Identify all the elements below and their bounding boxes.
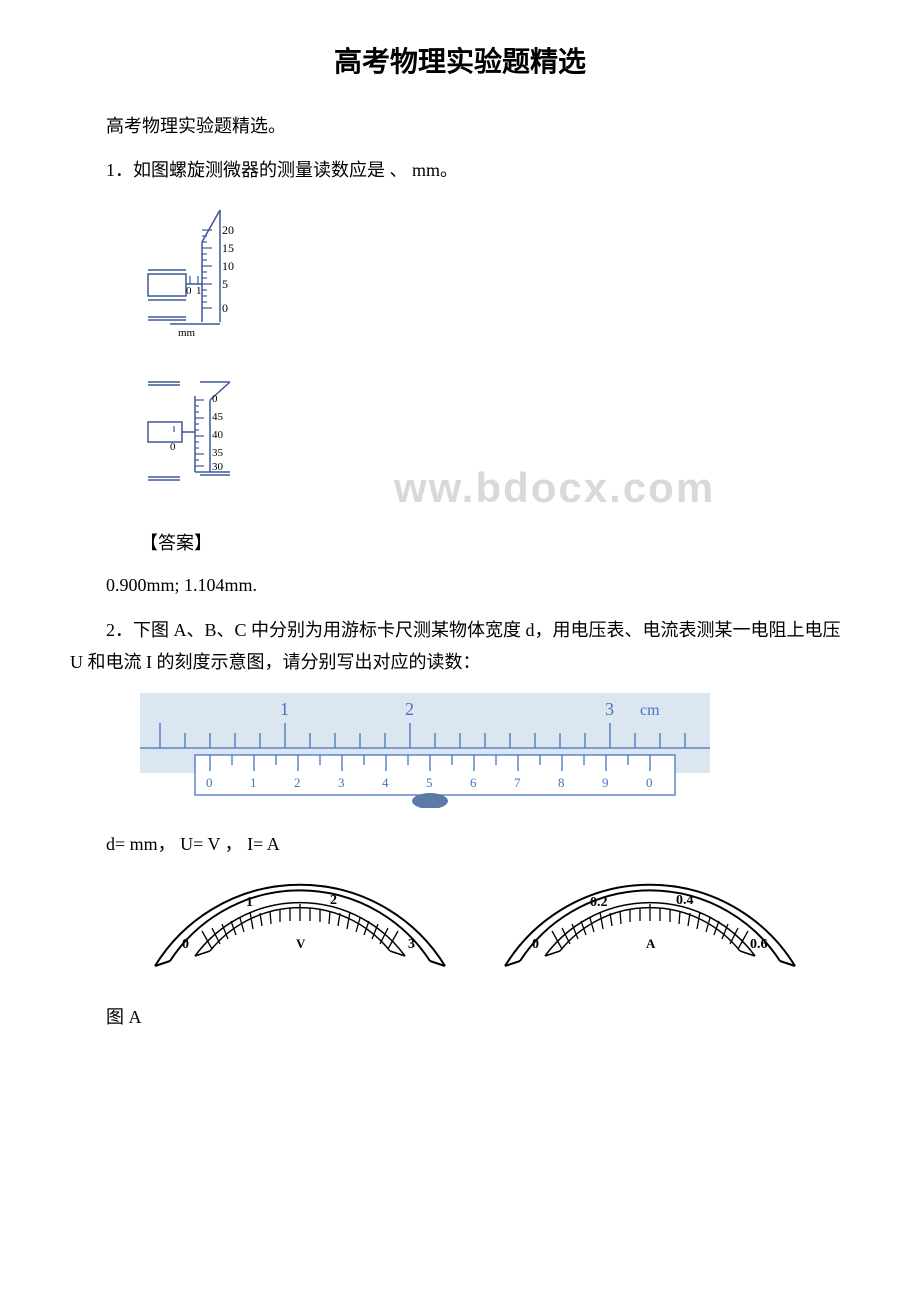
scale-label: 0 — [222, 301, 228, 315]
meter-label: 0 — [532, 937, 539, 952]
meter-unit: V — [296, 936, 306, 951]
caliper-main-label: 3 — [605, 699, 614, 719]
micrometer-2-figure: 0 45 40 35 30 0 ww.bdocx.com — [140, 372, 850, 512]
vernier-label: 2 — [294, 775, 301, 790]
meter-label: 2 — [330, 893, 337, 908]
meter-label: 0.4 — [676, 893, 694, 908]
scale-label: 35 — [212, 447, 224, 459]
main-label: 0 — [170, 441, 176, 453]
vernier-label: 1 — [250, 775, 257, 790]
caliper-figure: 1 2 3 cm 0 1 — [140, 693, 850, 813]
scale-label: 15 — [222, 241, 234, 255]
answer-label: 【答案】 — [140, 527, 850, 559]
scale-label: 5 — [222, 277, 228, 291]
vernier-label: 4 — [382, 775, 389, 790]
caliper-unit: cm — [640, 702, 660, 719]
voltmeter: 0 1 2 3 V — [140, 876, 460, 986]
ammeter: 0 0.2 0.4 0.6 A — [490, 876, 810, 986]
scale-label: 45 — [212, 411, 224, 423]
meter-label: 0.6 — [750, 937, 768, 952]
watermark: ww.bdocx.com — [394, 464, 715, 511]
meter-label: 3 — [408, 937, 415, 952]
caliper-main-label: 1 — [280, 699, 289, 719]
q2-text: 2．下图 A、B、C 中分别为用游标卡尺测某物体宽度 d，用电压表、电流表测某一… — [70, 614, 850, 679]
vernier-label: 0 — [206, 775, 213, 790]
meter-label: 1 — [246, 895, 253, 910]
scale-label: 10 — [222, 259, 234, 273]
vernier-label: 3 — [338, 775, 345, 790]
micrometer-1-figure: 20 15 10 5 0 0 1 mm — [140, 202, 850, 357]
meter-label: 0 — [182, 937, 189, 952]
vernier-label: 7 — [514, 775, 521, 790]
vernier-label: 6 — [470, 775, 477, 790]
meters-row: 0 1 2 3 V — [140, 876, 850, 986]
vernier-label: 9 — [602, 775, 609, 790]
q1-text: 1．如图螺旋测微器的测量读数应是 、 mm。 — [70, 154, 850, 186]
answer-text: 0.900mm; 1.104mm. — [70, 569, 850, 601]
vernier-label: 0 — [646, 775, 653, 790]
page-title: 高考物理实验题精选 — [70, 40, 850, 80]
meter-unit: A — [646, 936, 656, 951]
figure-label-a: 图 A — [70, 1001, 850, 1033]
scale-label: 40 — [212, 429, 224, 441]
vernier-label: 5 — [426, 775, 433, 790]
intro-text: 高考物理实验题精选。 — [70, 110, 850, 142]
meter-label: 0.2 — [590, 895, 608, 910]
scale-label: 30 — [212, 461, 224, 473]
main-label: 0 — [186, 285, 192, 297]
unit-label: mm — [178, 327, 196, 339]
q2-answer-template: d= mm， U= V ， I= A — [70, 828, 850, 860]
vernier-label: 8 — [558, 775, 565, 790]
scale-label: 0 — [212, 393, 218, 405]
scale-label: 20 — [222, 223, 234, 237]
caliper-main-label: 2 — [405, 699, 414, 719]
main-label: 1 — [196, 285, 202, 297]
